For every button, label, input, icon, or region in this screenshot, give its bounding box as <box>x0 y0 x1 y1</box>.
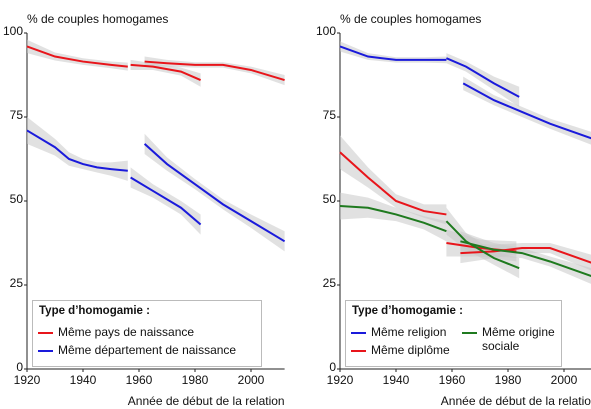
legend-swatch <box>38 332 53 334</box>
y-axis-label: % de couples homogames <box>340 12 481 26</box>
confidence-band <box>340 192 447 242</box>
y-tick-label: 75 <box>323 108 337 122</box>
x-axis-label: Année de début de la relation <box>441 394 591 408</box>
line <box>26 45 128 68</box>
legend-label: Même diplôme <box>371 343 450 357</box>
y-tick-label: 100 <box>3 24 23 38</box>
x-tick-label: 1940 <box>70 373 97 387</box>
y-tick-label: 50 <box>323 192 337 206</box>
legend-label: Même pays de naissance <box>58 325 195 339</box>
x-tick-label: 2000 <box>551 373 578 387</box>
confidence-band <box>340 41 447 64</box>
confidence-band <box>460 231 591 284</box>
legend-swatch <box>38 350 53 352</box>
confidence-band <box>144 133 285 252</box>
line <box>144 60 285 81</box>
y-tick-label: 0 <box>329 360 336 374</box>
line <box>339 205 447 233</box>
confidence-band <box>340 135 447 225</box>
legend-swatch <box>351 332 366 334</box>
x-tick-label: 1960 <box>126 373 153 387</box>
legend-swatch <box>351 350 366 352</box>
line <box>339 151 447 216</box>
x-tick-label: 2000 <box>238 373 265 387</box>
y-tick-label: 0 <box>16 360 23 374</box>
y-tick-label: 75 <box>10 108 24 122</box>
x-tick-label: 1920 <box>14 373 41 387</box>
x-tick-label: 1920 <box>327 373 354 387</box>
line <box>130 176 202 226</box>
legend-title: Type d’homogamie : <box>39 305 150 317</box>
confidence-band <box>27 117 128 181</box>
legend-title: Type d’homogamie : <box>352 305 463 317</box>
legend-entry: Même religion <box>351 325 451 339</box>
x-tick-label: 1980 <box>182 373 209 387</box>
legend-entry: Même origine sociale <box>462 325 562 353</box>
legend: Type d’homogamie : Même religion Même dipl… <box>345 300 562 367</box>
line <box>446 57 520 98</box>
line <box>339 45 447 61</box>
legend-label: Même religion <box>371 325 447 339</box>
line <box>143 143 286 243</box>
legend-entry: Même diplôme <box>351 343 451 357</box>
y-tick-label: 50 <box>10 192 24 206</box>
x-tick-label: 1940 <box>383 373 410 387</box>
line <box>26 129 128 172</box>
x-tick-label: 1960 <box>439 373 466 387</box>
line <box>445 220 520 270</box>
legend-entry: Même département de naissance <box>38 343 258 357</box>
y-axis-label: % de couples homogames <box>27 12 168 26</box>
line <box>462 82 591 140</box>
confidence-band <box>463 76 591 145</box>
line <box>130 63 201 81</box>
y-tick-label: 100 <box>316 24 336 38</box>
legend-label: Même département de naissance <box>58 343 237 357</box>
legend-entry: Même pays de naissance <box>38 325 258 339</box>
line <box>460 240 591 278</box>
y-tick-label: 25 <box>10 276 24 290</box>
confidence-band <box>27 39 128 71</box>
x-tick-label: 1980 <box>495 373 522 387</box>
y-tick-label: 25 <box>323 276 337 290</box>
x-axis-label: Année de début de la relation <box>128 394 285 408</box>
legend-swatch <box>462 332 477 334</box>
confidence-band <box>130 167 201 235</box>
legend: Type d’homogamie : Même pays de naissance… <box>32 300 262 367</box>
legend-label: Même origine sociale <box>482 325 555 353</box>
